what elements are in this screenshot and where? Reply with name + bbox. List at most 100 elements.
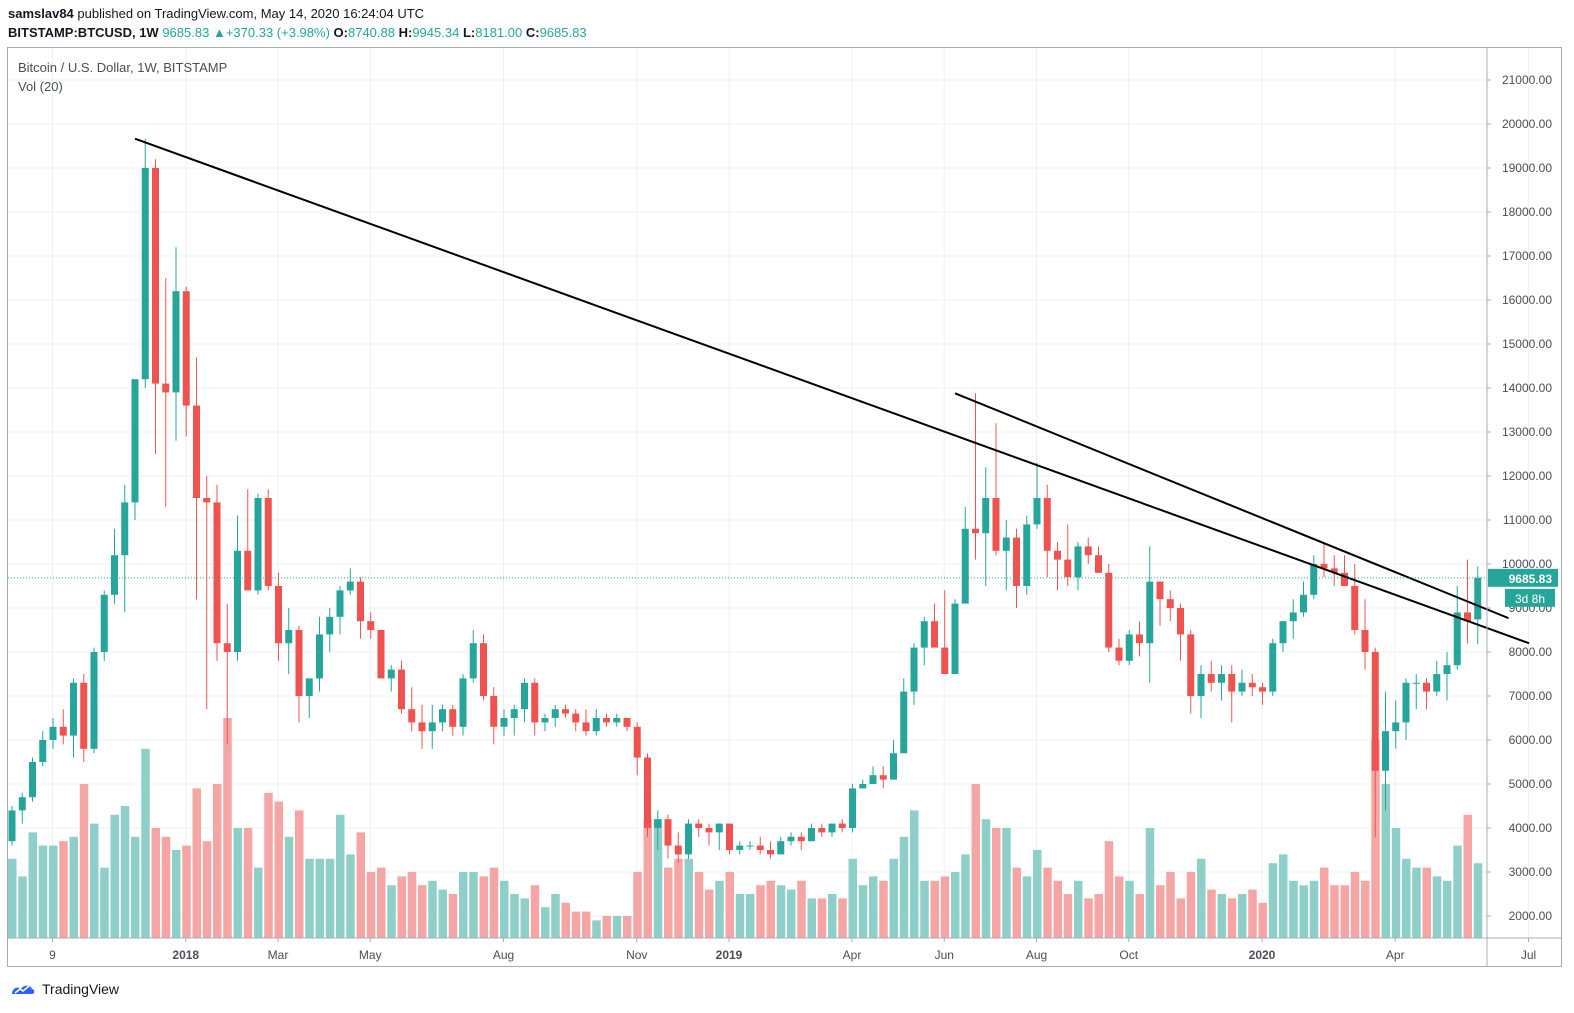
- volume-bar: [1248, 889, 1257, 938]
- candle-body: [1002, 537, 1010, 551]
- candle-body: [818, 828, 826, 833]
- volume-bar: [1022, 876, 1032, 938]
- candle-body: [551, 709, 559, 718]
- volume-bar: [510, 894, 519, 938]
- candle-body: [469, 643, 477, 679]
- volume-bar: [520, 898, 529, 938]
- y-tick-label: 17000.00: [1502, 249, 1552, 263]
- candle-body: [1279, 621, 1287, 644]
- volume-bar: [1412, 867, 1421, 938]
- trendlines: [134, 137, 1530, 645]
- x-tick-label: Oct: [1119, 948, 1138, 962]
- volume-bar: [346, 854, 355, 938]
- volume-bar: [766, 880, 775, 938]
- candle-body: [1464, 612, 1471, 622]
- candle-body: [654, 819, 662, 828]
- candle-body: [408, 709, 416, 723]
- volume-bar: [1033, 850, 1042, 938]
- volume-bar: [1207, 889, 1216, 938]
- y-tick-label: 2000.00: [1509, 909, 1553, 923]
- candle-body: [1218, 674, 1225, 683]
- volume-bar: [1217, 894, 1226, 938]
- chart-grid: [8, 48, 1529, 938]
- volume-bar: [807, 898, 816, 938]
- volume-bar: [961, 854, 970, 938]
- volume-bar: [151, 828, 160, 938]
- candle-body: [1351, 586, 1359, 630]
- volume-bar: [1084, 898, 1093, 938]
- volume-bar: [612, 916, 622, 938]
- volume-bar: [541, 907, 550, 938]
- candle-body: [1177, 608, 1184, 635]
- candle-body: [961, 528, 969, 604]
- candle-body: [18, 797, 26, 811]
- volume-bar: [1166, 872, 1175, 938]
- trendline: [954, 392, 1509, 620]
- volume-bar: [858, 885, 868, 938]
- chart-legend-title: Bitcoin / U.S. Dollar, 1W, BITSTAMP: [18, 60, 228, 75]
- y-tick-label: 20000.00: [1502, 117, 1552, 131]
- y-tick-label: 14000.00: [1502, 381, 1552, 395]
- y-tick-label: 8000.00: [1509, 645, 1553, 659]
- candle-body: [367, 621, 375, 630]
- volume-bar: [981, 819, 991, 938]
- time-axis: 9 2018 Mar May Aug Nov 2019 Apr Jun Aug Oct 2020 Apr…: [8, 937, 1562, 962]
- volume-bar: [1012, 867, 1021, 938]
- volume-bar: [49, 845, 58, 938]
- volume-bar: [633, 872, 642, 938]
- candle-body: [951, 603, 959, 674]
- volume-bar: [1309, 880, 1319, 938]
- candle-body: [172, 291, 180, 393]
- x-tick-label: Jul: [1521, 948, 1536, 962]
- volume-bar: [910, 810, 919, 938]
- candle-body: [428, 722, 436, 732]
- volume-bar: [233, 828, 242, 938]
- candle-body: [1187, 634, 1195, 696]
- volume-bar: [848, 858, 857, 938]
- candle-body: [674, 845, 682, 855]
- candle-body: [439, 709, 446, 723]
- publish-info: samslav84 published on TradingView.com, …: [8, 6, 424, 21]
- candle-body: [808, 828, 815, 842]
- tradingview-brand[interactable]: TradingView: [10, 980, 119, 998]
- volume-bar: [8, 858, 17, 938]
- volume-bar: [264, 792, 273, 938]
- volume-bar: [100, 867, 109, 938]
- x-tick-label: Apr: [843, 948, 862, 962]
- volume-bar: [1258, 902, 1267, 938]
- volume-bars: [8, 718, 1483, 938]
- price-change: +370.33 (+3.98%): [225, 25, 330, 40]
- volume-bar: [971, 784, 980, 938]
- candle-body: [152, 168, 159, 384]
- candle-body: [1115, 647, 1123, 661]
- candle-body: [1371, 652, 1379, 771]
- candle-body: [633, 726, 641, 758]
- volume-bar: [182, 845, 191, 938]
- publisher-name[interactable]: samslav84: [8, 6, 74, 21]
- volume-bar: [1299, 885, 1308, 938]
- volume-bar: [1453, 845, 1462, 938]
- volume-bar: [1043, 867, 1052, 938]
- candle-body: [336, 590, 344, 617]
- volume-bar: [305, 858, 314, 938]
- volume-bar: [705, 889, 714, 938]
- candle-body: [1125, 634, 1133, 661]
- candle-body: [459, 678, 467, 727]
- volume-bar: [387, 885, 396, 938]
- price-axis: 21000.00 20000.00 19000.00 18000.00 17000.00…: [1486, 48, 1553, 967]
- candle-body: [767, 850, 774, 855]
- brand-name: TradingView: [42, 981, 120, 997]
- volume-bar: [79, 784, 89, 938]
- candle-body: [203, 498, 211, 503]
- volume-bar: [325, 858, 335, 938]
- volume-bar: [1381, 784, 1390, 938]
- volume-bar: [38, 845, 48, 938]
- trendline: [134, 137, 1530, 645]
- volume-bar: [1391, 828, 1401, 938]
- volume-bar: [797, 880, 806, 938]
- y-tick-label: 5000.00: [1509, 777, 1553, 791]
- y-tick-label: 13000.00: [1502, 425, 1552, 439]
- candle-body: [685, 823, 692, 855]
- candle-body: [1361, 630, 1369, 652]
